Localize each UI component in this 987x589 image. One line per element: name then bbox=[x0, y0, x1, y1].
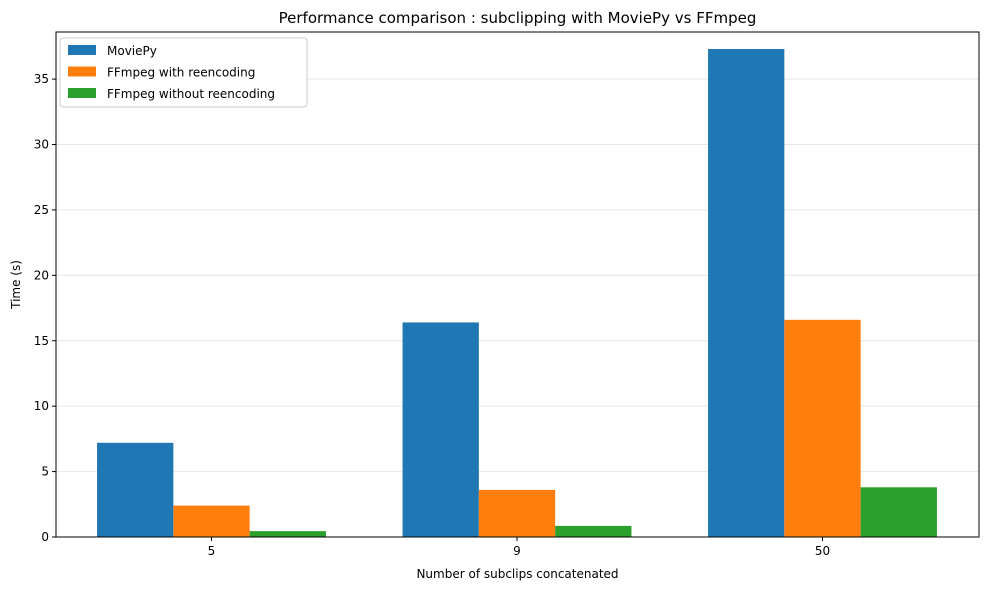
x-tick-label: 50 bbox=[815, 544, 830, 558]
legend: MoviePy FFmpeg with reencoding FFmpeg with… bbox=[59, 37, 308, 108]
bar-moviepy-9 bbox=[402, 322, 479, 537]
x-axis-label: Number of subclips concatenated bbox=[416, 567, 618, 581]
x-tick-label: 5 bbox=[208, 544, 216, 558]
y-axis-label: Time (s) bbox=[9, 260, 23, 310]
legend-swatch bbox=[68, 66, 96, 77]
y-axis: 0 5 10 15 20 25 30 35 bbox=[34, 72, 56, 544]
y-tick-label: 25 bbox=[34, 203, 49, 217]
y-tick-label: 0 bbox=[41, 530, 49, 544]
legend-entry: MoviePy bbox=[107, 44, 157, 58]
y-tick-label: 30 bbox=[34, 138, 49, 152]
legend-swatch bbox=[68, 88, 96, 98]
bar-ffmpeg-with-reencoding-9 bbox=[478, 489, 556, 537]
legend-box bbox=[59, 37, 308, 108]
bar-moviepy-5 bbox=[97, 442, 174, 537]
y-tick-label: 20 bbox=[34, 268, 49, 282]
bar-moviepy-50 bbox=[708, 49, 785, 537]
bars bbox=[97, 49, 937, 537]
legend-entry: FFmpeg without reencoding bbox=[107, 87, 275, 101]
y-tick-label: 10 bbox=[34, 399, 49, 413]
bar-ffmpeg-without-reencoding-50 bbox=[860, 487, 937, 537]
chart-title: Performance comparison : subclipping wit… bbox=[279, 9, 757, 27]
legend-swatch bbox=[68, 45, 96, 55]
bar-ffmpeg-with-reencoding-50 bbox=[784, 319, 861, 537]
x-axis: 5 9 50 bbox=[208, 537, 830, 558]
y-tick-label: 35 bbox=[34, 72, 49, 86]
bar-ffmpeg-without-reencoding-5 bbox=[249, 531, 326, 537]
x-tick-label: 9 bbox=[513, 544, 521, 558]
y-tick-label: 5 bbox=[41, 465, 49, 479]
legend-entry: FFmpeg with reencoding bbox=[107, 66, 255, 80]
bar-ffmpeg-with-reencoding-5 bbox=[173, 505, 250, 537]
bar-ffmpeg-without-reencoding-9 bbox=[555, 525, 632, 537]
y-tick-label: 15 bbox=[34, 334, 49, 348]
